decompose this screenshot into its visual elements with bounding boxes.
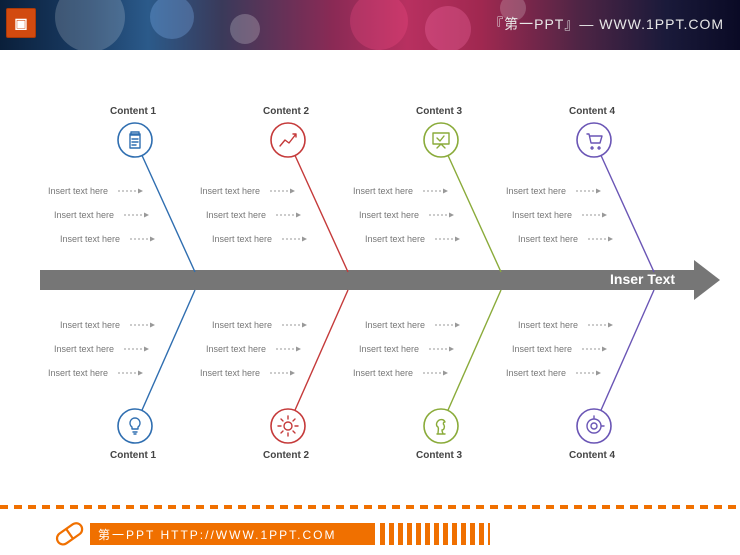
footer: 第一PPT HTTP://WWW.1PPT.COM xyxy=(0,505,740,555)
content-label: Content 2 xyxy=(263,106,309,117)
bokeh-dot xyxy=(150,0,194,39)
branch-text: Insert text here xyxy=(206,344,266,354)
branch-text: Insert text here xyxy=(506,368,566,378)
branch-text: Insert text here xyxy=(48,186,108,196)
branch-text: Insert text here xyxy=(54,210,114,220)
branch-text: Insert text here xyxy=(212,234,272,244)
content-label: Content 4 xyxy=(569,106,615,117)
branch-text: Insert text here xyxy=(60,320,120,330)
branch-text: Insert text here xyxy=(512,344,572,354)
branch-text: Insert text here xyxy=(353,186,413,196)
content-label: Content 1 xyxy=(110,106,156,117)
branch-text: Insert text here xyxy=(506,186,566,196)
branch-text: Insert text here xyxy=(518,320,578,330)
footer-text: 第一PPT HTTP://WWW.1PPT.COM xyxy=(98,526,336,543)
branch-text: Insert text here xyxy=(512,210,572,220)
diagram-stage: Inser Text Content 1 Insert text here Inser… xyxy=(0,50,740,505)
content-label: Content 4 xyxy=(569,450,615,461)
bokeh-dot xyxy=(230,14,260,44)
footer-dash-line xyxy=(0,505,740,509)
branch-text: Insert text here xyxy=(365,320,425,330)
branch-text: Insert text here xyxy=(212,320,272,330)
branch-text: Insert text here xyxy=(353,368,413,378)
branch-text: Insert text here xyxy=(60,234,120,244)
branch-text: Insert text here xyxy=(48,368,108,378)
footer-stripes xyxy=(380,523,490,545)
branch-text: Insert text here xyxy=(200,368,260,378)
top-banner: ▣ 『第一PPT』— WWW.1PPT.COM xyxy=(0,0,740,50)
branch-text: Insert text here xyxy=(518,234,578,244)
banner-text: 『第一PPT』— WWW.1PPT.COM xyxy=(489,14,724,34)
branch-text: Insert text here xyxy=(359,210,419,220)
footer-bar: 第一PPT HTTP://WWW.1PPT.COM xyxy=(90,523,375,545)
branch-text: Insert text here xyxy=(359,344,419,354)
branch-text: Insert text here xyxy=(54,344,114,354)
content-label: Content 1 xyxy=(110,450,156,461)
branch-text: Insert text here xyxy=(200,186,260,196)
branch-text: Insert text here xyxy=(206,210,266,220)
powerpoint-icon: ▣ xyxy=(6,8,36,38)
content-label: Content 2 xyxy=(263,450,309,461)
bokeh-dot xyxy=(425,6,471,52)
content-label: Content 3 xyxy=(416,106,462,117)
branch-text: Insert text here xyxy=(365,234,425,244)
content-label: Content 3 xyxy=(416,450,462,461)
spine-label: Inser Text xyxy=(610,271,675,287)
pill-icon xyxy=(52,519,86,547)
